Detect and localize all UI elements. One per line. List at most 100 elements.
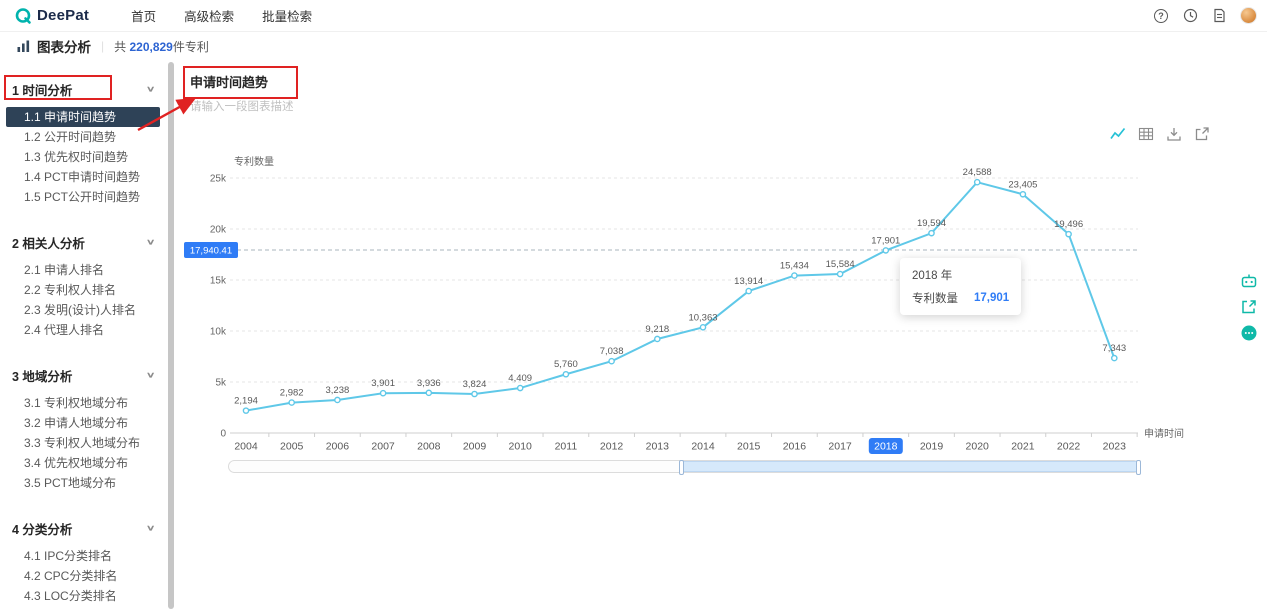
nav-home[interactable]: 首页 (131, 10, 157, 24)
sidebar-item[interactable]: 2.4 代理人排名 (24, 323, 105, 337)
trend-chart[interactable]: 0 5k 10k 15k 20k 25k 专利数量 17,940.41 2,194 2004 2,9… (182, 152, 1194, 464)
svg-text:2010: 2010 (509, 441, 533, 453)
svg-text:15,584: 15,584 (826, 259, 855, 270)
svg-text:24,588: 24,588 (963, 167, 992, 178)
svg-text:2018: 2018 (874, 441, 898, 453)
svg-text:2017: 2017 (828, 441, 852, 453)
svg-text:2019: 2019 (920, 441, 944, 453)
sidebar-section-2[interactable]: 2 相关人分析 ∨ (0, 225, 168, 260)
svg-text:3,238: 3,238 (326, 385, 350, 396)
ai-assistant-icon[interactable] (1240, 272, 1258, 290)
tooltip-title: 2018 年 (912, 270, 953, 282)
chart-description-input[interactable]: 请输入一段图表描述 (190, 101, 294, 113)
svg-text:19,594: 19,594 (917, 218, 946, 229)
logo-icon (15, 7, 31, 24)
svg-text:17,901: 17,901 (871, 235, 900, 246)
sidebar-item[interactable]: 2.3 发明(设计)人排名 (24, 303, 137, 317)
page-subheader: 图表分析 | 共 220,829件专利 (0, 32, 1267, 60)
tooltip-value: 17,901 (974, 292, 1010, 304)
main-content: 申请时间趋势 请输入一段图表描述 0 5k 10k 15k 20k 25k 专利数量 17,9… (178, 60, 1267, 609)
chart-analysis-icon (16, 39, 31, 54)
sidebar-item[interactable]: 1.1 申请时间趋势 (6, 107, 160, 127)
svg-text:2013: 2013 (646, 441, 670, 453)
svg-text:17,940.41: 17,940.41 (190, 246, 232, 257)
svg-text:3,901: 3,901 (371, 378, 395, 389)
help-icon[interactable]: ? (1153, 8, 1169, 24)
svg-text:2020: 2020 (966, 441, 990, 453)
svg-text:2014: 2014 (691, 441, 715, 453)
sidebar-item[interactable]: 3.4 优先权地域分布 (24, 456, 129, 470)
svg-text:10,363: 10,363 (688, 312, 717, 323)
sidebar-item[interactable]: 1.2 公开时间趋势 (24, 130, 117, 144)
svg-text:申请时间: 申请时间 (1144, 427, 1184, 440)
sidebar-section-label: 4 分类分析 (12, 523, 73, 537)
top-header: DeePat 首页 高级检索 批量检索 ? (0, 0, 1267, 32)
svg-text:2021: 2021 (1011, 441, 1035, 453)
svg-text:4,409: 4,409 (508, 373, 532, 384)
export-icon[interactable] (1240, 298, 1258, 316)
sidebar-section-4[interactable]: 4 分类分析 ∨ (0, 511, 168, 546)
sidebar-item[interactable]: 4.3 LOC分类排名 (24, 589, 117, 603)
sidebar-item[interactable]: 4.2 CPC分类排名 (24, 569, 118, 583)
nav-advanced-search[interactable]: 高级检索 (184, 10, 235, 24)
svg-text:2012: 2012 (600, 441, 624, 453)
chart-toolbar (1110, 126, 1210, 142)
svg-text:2007: 2007 (371, 441, 395, 453)
line-chart-icon[interactable] (1110, 126, 1126, 142)
header-actions: ? (1153, 7, 1257, 24)
floating-toolbar (1240, 272, 1258, 342)
svg-text:7,343: 7,343 (1102, 343, 1126, 354)
sidebar-item[interactable]: 2.2 专利权人排名 (24, 283, 117, 297)
sidebar-item[interactable]: 4.1 IPC分类排名 (24, 549, 113, 563)
download-icon[interactable] (1166, 126, 1182, 142)
sidebar-item[interactable]: 1.4 PCT申请时间趋势 (24, 170, 141, 184)
chevron-down-icon[interactable]: ∨ (145, 85, 156, 94)
main-nav: 首页 高级检索 批量检索 (131, 6, 312, 25)
svg-text:23,405: 23,405 (1008, 179, 1037, 190)
logo[interactable]: DeePat (14, 7, 89, 25)
chart-title-wrap: 申请时间趋势 (183, 66, 299, 99)
svg-text:2015: 2015 (737, 441, 761, 453)
svg-text:5k: 5k (215, 378, 227, 389)
trend-chart-svg: 0 5k 10k 15k 20k 25k 专利数量 17,940.41 2,194 2004 2,9… (184, 155, 1184, 454)
sidebar-scrollbar[interactable] (168, 62, 174, 609)
svg-text:2023: 2023 (1103, 441, 1127, 453)
message-icon[interactable] (1240, 324, 1258, 342)
chart-title: 申请时间趋势 (190, 75, 269, 90)
svg-text:2,982: 2,982 (280, 388, 304, 399)
chevron-down-icon[interactable]: ∨ (145, 524, 156, 533)
sidebar-item[interactable]: 3.5 PCT地域分布 (24, 476, 117, 490)
svg-text:25k: 25k (210, 174, 227, 185)
table-icon[interactable] (1138, 126, 1154, 142)
logo-text: DeePat (37, 7, 90, 24)
svg-text:专利数量: 专利数量 (234, 155, 274, 168)
datazoom-slider[interactable] (228, 460, 1141, 475)
sidebar-item[interactable]: 2.1 申请人排名 (24, 263, 105, 277)
chevron-down-icon[interactable]: ∨ (145, 238, 156, 247)
datazoom-selection[interactable] (679, 460, 1141, 475)
sidebar-item[interactable]: 1.5 PCT公开时间趋势 (24, 190, 141, 204)
sidebar-section-3[interactable]: 3 地域分析 ∨ (0, 358, 168, 393)
nav-batch-search[interactable]: 批量检索 (262, 10, 313, 24)
datazoom-left-handle[interactable] (679, 460, 685, 475)
document-icon[interactable] (1211, 8, 1227, 24)
sidebar-item[interactable]: 3.2 申请人地域分布 (24, 416, 129, 430)
avatar[interactable] (1240, 7, 1257, 24)
sidebar-item[interactable]: 3.1 专利权地域分布 (24, 396, 129, 410)
sidebar-section-label: 2 相关人分析 (12, 237, 85, 251)
history-icon[interactable] (1182, 8, 1198, 24)
svg-text:2011: 2011 (555, 441, 578, 453)
svg-text:2009: 2009 (463, 441, 487, 453)
expand-icon[interactable] (1194, 126, 1210, 142)
svg-text:20k: 20k (210, 225, 227, 236)
svg-text:15k: 15k (210, 276, 227, 287)
datazoom-right-handle[interactable] (1135, 460, 1141, 475)
sidebar-item[interactable]: 3.3 专利权人地域分布 (24, 436, 141, 450)
svg-text:2022: 2022 (1057, 441, 1081, 453)
analysis-sidebar: 1 时间分析 ∨ 1.1 申请时间趋势 1.2 公开时间趋势 1.3 优先权时间趋势 1.… (0, 60, 168, 609)
svg-text:10k: 10k (210, 327, 227, 338)
chevron-down-icon[interactable]: ∨ (145, 371, 156, 380)
sidebar-item[interactable]: 1.3 优先权时间趋势 (24, 150, 129, 164)
svg-text:2,194: 2,194 (234, 396, 258, 407)
sidebar-section-label: 3 地域分析 (12, 370, 73, 384)
